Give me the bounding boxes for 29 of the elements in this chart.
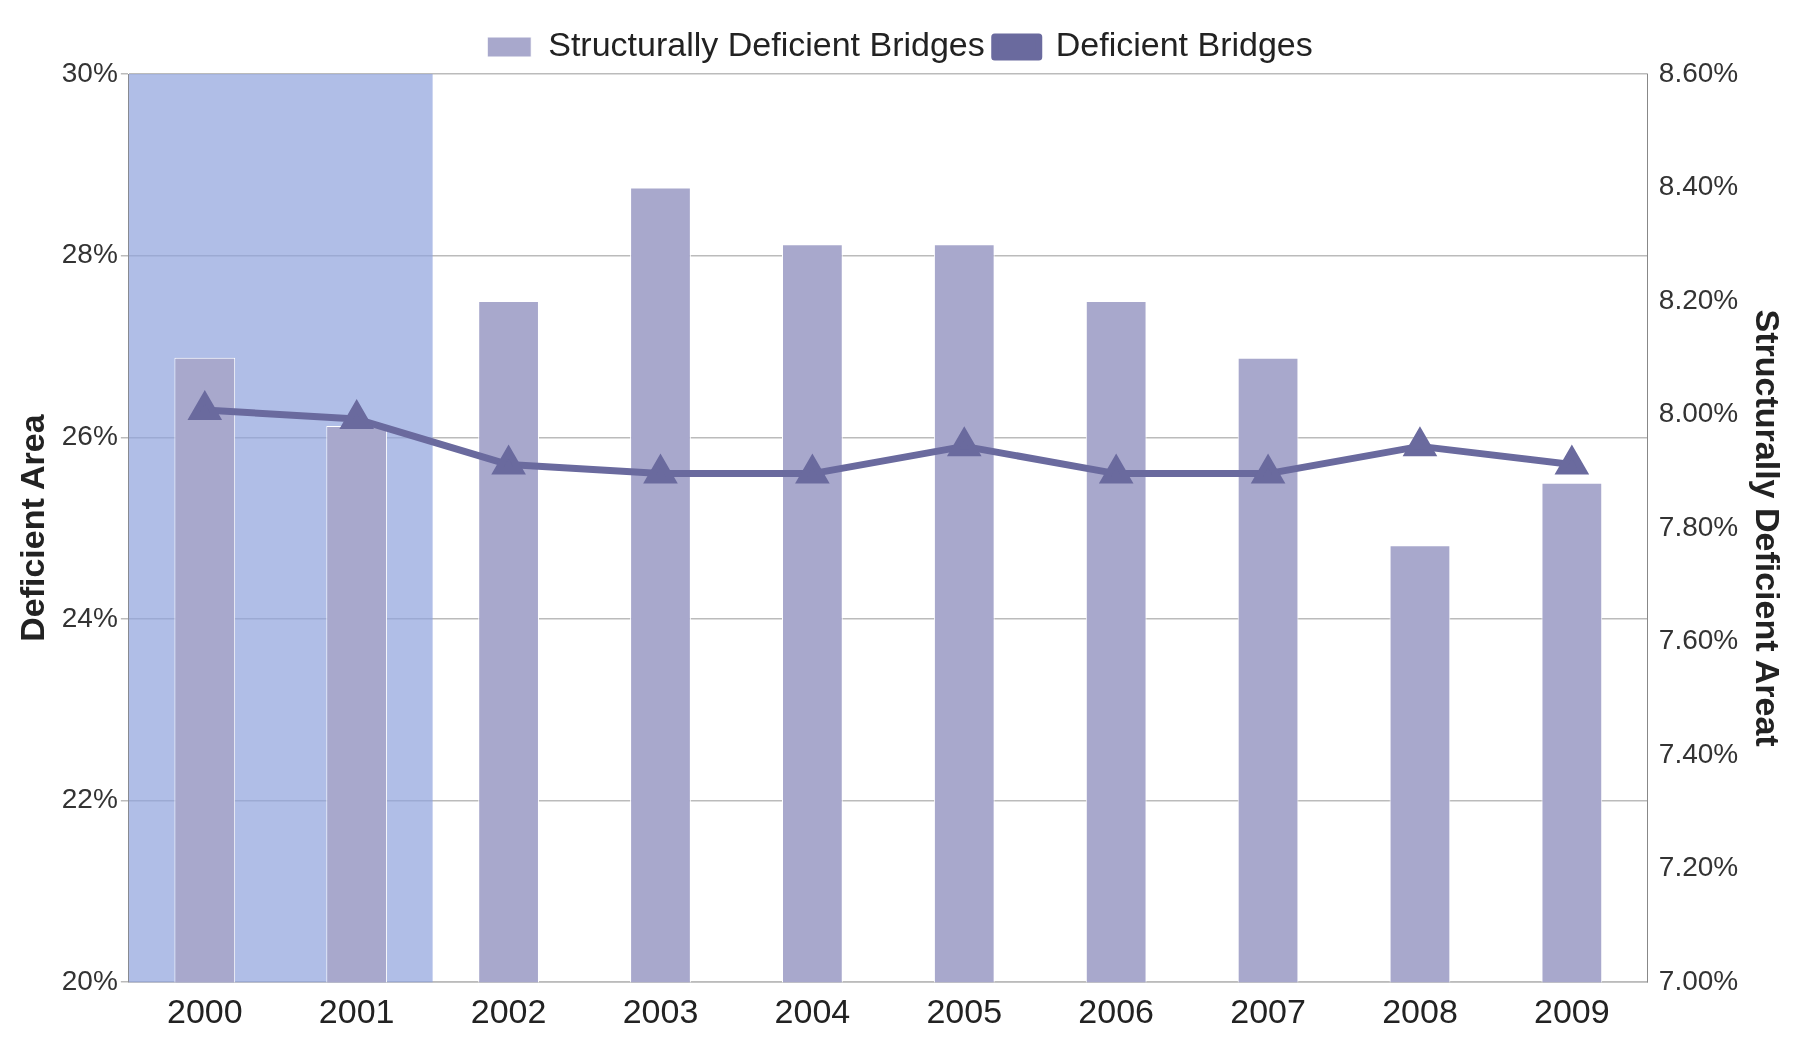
y2-tick-label: 7.60% bbox=[1658, 624, 1739, 656]
x-tick-label: 2003 bbox=[622, 991, 699, 1030]
y2-tick-label: 7.00% bbox=[1658, 964, 1739, 996]
x-tick-label: 2009 bbox=[1534, 991, 1610, 1030]
x-tick-label: 2008 bbox=[1382, 991, 1458, 1030]
y-tick-label: 20% bbox=[61, 964, 118, 996]
y-tick-label: 26% bbox=[61, 420, 118, 451]
y-tick-label: 30% bbox=[61, 56, 118, 88]
y2-tick-label: 8.60% bbox=[1658, 56, 1739, 88]
y2-tick-label: 7.80% bbox=[1658, 510, 1739, 542]
y-tick-label: 24% bbox=[61, 601, 118, 633]
x-tick-label: 2005 bbox=[926, 991, 1003, 1030]
y-tick-label: 28% bbox=[61, 238, 118, 270]
y2-tick-label: 8.00% bbox=[1658, 397, 1739, 429]
y2-axis-title: Structurally Deficient Areat bbox=[1749, 309, 1788, 747]
y2-tick-label: 8.20% bbox=[1658, 283, 1739, 315]
y2-tick-label: 7.20% bbox=[1658, 851, 1739, 883]
y-tick-label: 22% bbox=[61, 783, 118, 815]
y2-tick-label: 8.40% bbox=[1658, 170, 1739, 202]
x-tick-label: 2004 bbox=[774, 991, 851, 1030]
y-axis-title: Deficient Area bbox=[12, 413, 51, 642]
legend-label: Deficient Bridges bbox=[1055, 25, 1313, 64]
legend-label: Structurally Deficient Bridges bbox=[548, 25, 985, 64]
x-tick-label: 2001 bbox=[318, 991, 395, 1030]
y2-tick-label: 7.40% bbox=[1658, 737, 1739, 769]
x-tick-label: 2002 bbox=[470, 991, 547, 1030]
x-tick-label: 2006 bbox=[1078, 991, 1154, 1030]
x-tick-label: 2007 bbox=[1230, 991, 1306, 1030]
x-tick-label: 2000 bbox=[166, 991, 243, 1030]
